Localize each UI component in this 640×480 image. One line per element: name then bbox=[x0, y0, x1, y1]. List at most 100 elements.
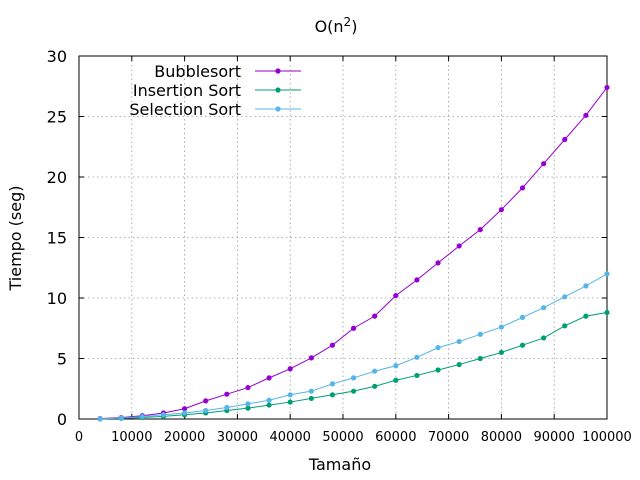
data-point bbox=[541, 335, 547, 341]
data-point bbox=[139, 413, 145, 420]
y-tick-label: 20 bbox=[47, 168, 67, 187]
data-point bbox=[604, 84, 610, 91]
data-point bbox=[224, 404, 230, 411]
data-point bbox=[414, 277, 420, 283]
data-point bbox=[498, 324, 504, 330]
y-tick-label: 5 bbox=[57, 350, 67, 369]
chart-title-suffix: ) bbox=[351, 17, 357, 36]
data-point bbox=[498, 207, 504, 213]
data-point bbox=[477, 227, 483, 233]
data-point bbox=[604, 309, 610, 316]
legend-entry: Bubblesort bbox=[154, 62, 301, 81]
data-point bbox=[519, 185, 526, 191]
data-point bbox=[372, 313, 378, 319]
x-tick-label: 100000 bbox=[582, 430, 632, 445]
data-point bbox=[477, 355, 483, 362]
data-point bbox=[308, 388, 314, 394]
data-point bbox=[245, 384, 251, 391]
series-selection-sort bbox=[97, 271, 610, 422]
y-tick-label: 10 bbox=[47, 289, 67, 308]
x-tick-label: 50000 bbox=[322, 430, 363, 445]
data-point bbox=[182, 410, 188, 416]
y-tick-label: 30 bbox=[47, 47, 67, 66]
y-tick-label: 0 bbox=[57, 410, 67, 429]
data-point bbox=[435, 367, 441, 373]
data-point bbox=[393, 292, 399, 299]
data-point bbox=[435, 345, 441, 351]
data-point bbox=[245, 401, 251, 407]
data-point bbox=[224, 391, 230, 397]
data-point bbox=[435, 260, 441, 266]
data-point bbox=[182, 406, 188, 412]
x-tick-label: 60000 bbox=[375, 430, 416, 445]
x-tick-label: 40000 bbox=[270, 430, 311, 445]
data-point bbox=[414, 372, 420, 379]
x-tick-label: 80000 bbox=[481, 430, 522, 445]
data-point bbox=[287, 392, 293, 398]
y-axis-label: Tiempo (seg) bbox=[6, 185, 25, 291]
data-point bbox=[372, 383, 378, 389]
axis-ticks: 0 10000 20000 30000 40000 50000 60000 70000 8000… bbox=[47, 47, 632, 445]
x-tick-label: 0 bbox=[75, 430, 83, 445]
x-axis-label: Tamaño bbox=[308, 455, 371, 474]
data-point bbox=[372, 368, 378, 374]
data-point bbox=[118, 415, 124, 421]
data-point bbox=[562, 294, 568, 300]
data-point bbox=[329, 381, 336, 387]
data-point bbox=[562, 136, 568, 143]
series-line bbox=[100, 273, 608, 420]
series bbox=[97, 84, 610, 422]
data-point bbox=[583, 112, 589, 118]
legend-marker bbox=[275, 68, 281, 74]
data-point bbox=[456, 361, 462, 368]
data-point bbox=[456, 243, 462, 249]
data-point bbox=[562, 323, 568, 329]
data-point bbox=[393, 377, 399, 383]
y-tick-label: 15 bbox=[47, 229, 67, 248]
legend-marker bbox=[275, 87, 281, 93]
data-point bbox=[393, 363, 399, 369]
chart-title-superscript: 2 bbox=[344, 15, 352, 29]
data-point bbox=[203, 398, 209, 404]
grid bbox=[79, 56, 607, 419]
data-point bbox=[245, 405, 251, 411]
legend-entry: Selection Sort bbox=[129, 100, 301, 119]
data-point bbox=[97, 416, 103, 422]
legend-label: Selection Sort bbox=[129, 100, 241, 119]
data-point bbox=[266, 375, 272, 381]
data-point bbox=[519, 314, 526, 320]
data-point bbox=[287, 366, 293, 372]
data-point bbox=[541, 161, 547, 167]
data-point bbox=[266, 402, 272, 408]
data-point bbox=[583, 283, 589, 289]
data-point bbox=[308, 355, 314, 361]
x-tick-label: 70000 bbox=[428, 430, 469, 445]
legend-label: Bubblesort bbox=[154, 62, 241, 81]
data-point bbox=[308, 395, 314, 402]
x-tick-label: 20000 bbox=[164, 430, 205, 445]
data-point bbox=[160, 412, 167, 418]
legend-entry: Insertion Sort bbox=[133, 81, 301, 100]
data-point bbox=[541, 305, 547, 311]
y-tick-label: 25 bbox=[47, 108, 67, 127]
data-point bbox=[203, 407, 209, 414]
data-point bbox=[350, 375, 357, 381]
data-point bbox=[266, 397, 272, 403]
chart-title: O(n2) bbox=[315, 15, 358, 36]
data-point bbox=[519, 342, 526, 348]
x-tick-label: 90000 bbox=[534, 430, 575, 445]
data-point bbox=[414, 354, 420, 360]
data-point bbox=[329, 392, 336, 398]
data-point bbox=[477, 331, 483, 337]
legend-label: Insertion Sort bbox=[133, 81, 241, 100]
data-point bbox=[456, 338, 462, 345]
series-bubblesort bbox=[97, 84, 610, 422]
data-point bbox=[329, 342, 336, 348]
data-point bbox=[604, 271, 610, 277]
data-point bbox=[498, 349, 504, 356]
data-point bbox=[350, 388, 357, 394]
data-point bbox=[287, 399, 293, 405]
series-line bbox=[100, 87, 608, 420]
